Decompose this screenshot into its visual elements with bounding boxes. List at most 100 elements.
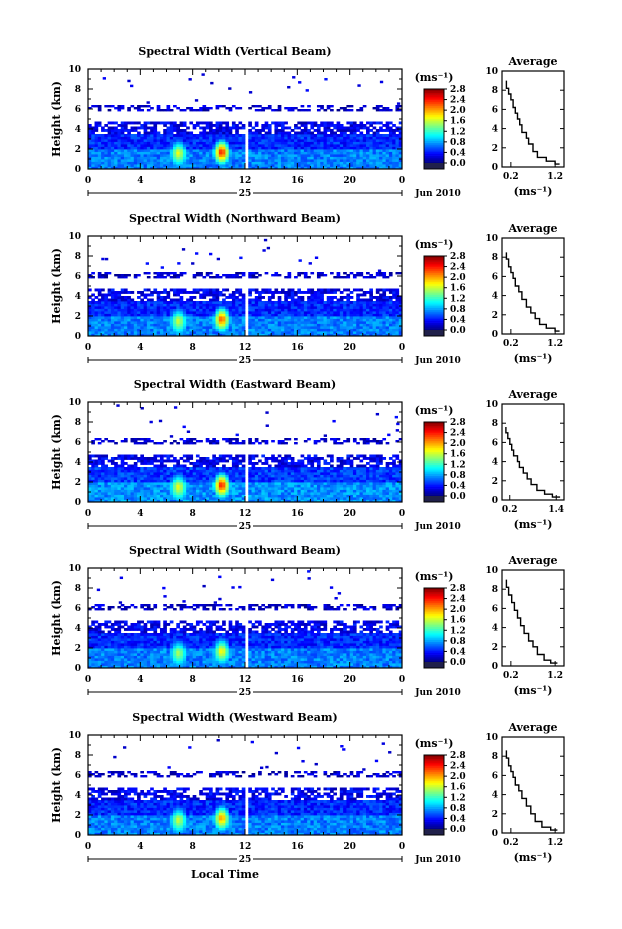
- heatmap-cell: [254, 134, 259, 137]
- heatmap-cell: [156, 105, 161, 108]
- heatmap-cell: [346, 274, 351, 277]
- heatmap-cell: [352, 328, 357, 332]
- heatmap-cell: [173, 499, 177, 503]
- heatmap-cell: [222, 301, 226, 304]
- colorbar-cell: [424, 307, 444, 310]
- heatmap-cell: [215, 144, 220, 147]
- heatmap-cell: [280, 487, 285, 490]
- heatmap-cell: [372, 328, 377, 332]
- heatmap-cell: [349, 331, 354, 334]
- heatmap-cell: [182, 154, 187, 157]
- heatmap-cell: [117, 149, 122, 152]
- heatmap-cell: [395, 129, 400, 132]
- heatmap-cell: [225, 331, 230, 334]
- heatmap-cell: [310, 296, 315, 299]
- heatmap-cell: [258, 136, 262, 140]
- heatmap-cell: [264, 328, 269, 332]
- heatmap-cell: [336, 161, 341, 165]
- heatmap-cell: [199, 323, 203, 327]
- heatmap-cell: [186, 316, 190, 319]
- heatmap-cell: [143, 331, 148, 334]
- heatmap-cell: [91, 494, 95, 498]
- heatmap-cell: [346, 105, 351, 108]
- heatmap-cell: [326, 298, 331, 302]
- heatmap-cell: [369, 306, 373, 309]
- heatmap-cell: [186, 308, 190, 312]
- heatmap-cell: [94, 151, 99, 155]
- heatmap-cell: [189, 134, 194, 137]
- heatmap-cell: [392, 494, 396, 498]
- heatmap-cell: [336, 306, 341, 309]
- heatmap-cell: [346, 323, 351, 327]
- heatmap-cell: [258, 151, 262, 155]
- heatmap-cell: [215, 479, 220, 483]
- heatmap-cell: [202, 293, 207, 297]
- heatmap-cell: [169, 323, 174, 327]
- heatmap-cell: [385, 494, 390, 498]
- heatmap-cell: [300, 499, 305, 503]
- heatmap-cell: [369, 479, 373, 483]
- heatmap-cell: [287, 474, 292, 478]
- heatmap-cell: [336, 326, 341, 329]
- heatmap-cell: [130, 126, 135, 130]
- heatmap-cell: [280, 323, 285, 327]
- heatmap-cell: [310, 333, 315, 337]
- heatmap-cell: [330, 164, 334, 167]
- heatmap-cell: [287, 323, 292, 327]
- heatmap-cell: [163, 146, 167, 150]
- heatmap-cell: [192, 161, 197, 165]
- heatmap-cell: [163, 121, 167, 125]
- heatmap-cell: [290, 492, 295, 495]
- heatmap-cell: [225, 134, 230, 137]
- heatmap-cell: [202, 288, 207, 292]
- heatmap-cell: [290, 107, 295, 110]
- heatmap-cell: [159, 494, 164, 498]
- heatmap-cell: [356, 288, 360, 292]
- heatmap-cell: [398, 306, 403, 309]
- heatmap-cell: [130, 149, 135, 152]
- heatmap-cell: [117, 159, 122, 162]
- heatmap-cell: [362, 136, 367, 140]
- heatmap-cell: [182, 311, 187, 314]
- heatmap-cell: [209, 149, 213, 152]
- heatmap-cell: [169, 131, 174, 135]
- heatmap-cell: [356, 484, 360, 488]
- heatmap-cell: [153, 301, 158, 304]
- heatmap-cell: [271, 497, 275, 500]
- heatmap-cell: [352, 276, 357, 279]
- heatmap-cell: [218, 149, 223, 152]
- heatmap-cell: [352, 164, 357, 167]
- heatmap-cell: [392, 328, 396, 332]
- heatmap-cell: [277, 109, 282, 112]
- heatmap-cell: [179, 154, 184, 157]
- heatmap-cell: [117, 156, 122, 160]
- heatmap-cell: [91, 323, 95, 327]
- heatmap-cell: [254, 301, 259, 304]
- colorbar-cell: [424, 261, 444, 264]
- heatmap-cell: [117, 492, 122, 495]
- heatmap-cell: [297, 156, 301, 160]
- heatmap-cell: [127, 161, 131, 165]
- heatmap-cell: [94, 146, 99, 150]
- colorbar-cell: [424, 127, 444, 130]
- heatmap-cell: [330, 291, 334, 294]
- heatmap-cell: [202, 474, 207, 478]
- colorbar-cell: [424, 268, 444, 272]
- heatmap-cell: [140, 126, 144, 130]
- heatmap-cell: [130, 154, 135, 157]
- heatmap-cell: [277, 107, 282, 110]
- heatmap-cell: [382, 159, 387, 162]
- heatmap-cell: [205, 494, 210, 498]
- heatmap-cell: [88, 151, 92, 155]
- heatmap-cell: [241, 494, 246, 498]
- heatmap-cell: [235, 321, 239, 324]
- heatmap-cell: [362, 303, 367, 307]
- heatmap-cell: [133, 161, 138, 165]
- heatmap-cell: [163, 164, 167, 167]
- heatmap-cell: [117, 296, 122, 299]
- heatmap-cell: [382, 499, 387, 503]
- heatmap-cell: [104, 499, 109, 503]
- heatmap-cell: [205, 139, 210, 142]
- heatmap-cell: [356, 316, 360, 319]
- heatmap-cell: [333, 276, 337, 279]
